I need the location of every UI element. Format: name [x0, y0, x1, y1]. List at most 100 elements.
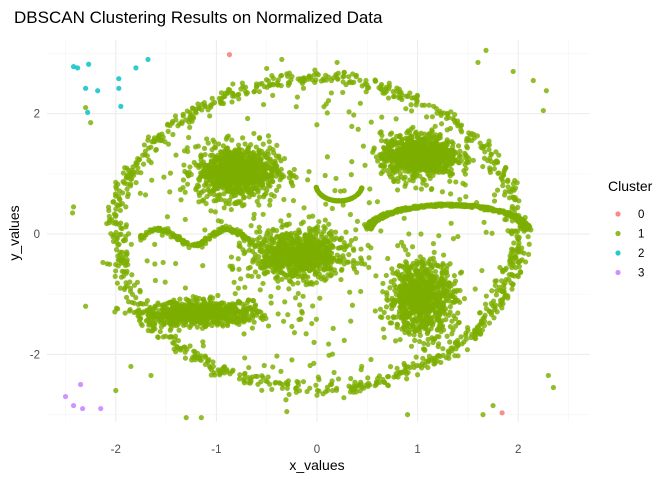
cluster-1-point [293, 389, 299, 395]
cluster-1-point [329, 387, 336, 394]
cluster-1-point [447, 324, 454, 330]
cluster-1-point [384, 138, 390, 144]
cluster-1-point [225, 86, 232, 93]
cluster-1-point [259, 387, 265, 393]
cluster-1-point [258, 241, 264, 248]
cluster-1-point [204, 316, 210, 322]
cluster-1-point [401, 305, 407, 311]
cluster-1-point [417, 338, 423, 345]
cluster-1-point [348, 238, 355, 244]
cluster-1-point [183, 322, 189, 328]
cluster-1-point [152, 303, 158, 309]
cluster-1-point [138, 321, 144, 327]
cluster-1-point [452, 340, 458, 346]
cluster-1-point [290, 251, 296, 257]
cluster-1-point [301, 251, 307, 257]
cluster-1-point [492, 282, 498, 289]
cluster-1-point [313, 241, 319, 247]
cluster-1-point [437, 353, 443, 359]
cluster-1-point [265, 183, 272, 189]
cluster-1-point [255, 189, 261, 195]
cluster-1-point [259, 373, 265, 379]
cluster-1-point [141, 142, 147, 148]
cluster-1-point [194, 324, 200, 330]
cluster-1-point [427, 294, 433, 301]
cluster-1-point [153, 146, 159, 153]
cluster-1-point [110, 199, 116, 205]
cluster-1-point [124, 257, 130, 263]
cluster-1-point [415, 299, 421, 305]
cluster-1-point [433, 132, 439, 138]
cluster-1-point [357, 77, 363, 83]
cluster-1-point [324, 244, 330, 250]
cluster-1-point [393, 291, 399, 297]
cluster-1-point [450, 144, 456, 150]
cluster-1-point [418, 186, 424, 192]
cluster-1-point [516, 263, 522, 270]
cluster-1-point [379, 86, 385, 92]
cluster-1-point [208, 208, 214, 214]
cluster-1-point [218, 196, 224, 203]
cluster-1-point [328, 250, 335, 256]
cluster-1-point [256, 258, 263, 264]
cluster-1-point [288, 180, 295, 186]
cluster-1-point [234, 179, 241, 186]
cluster-1-point [124, 251, 130, 257]
cluster-1-point [310, 226, 316, 233]
cluster-1-point [177, 311, 183, 317]
cluster-1-point [415, 316, 421, 322]
cluster-1-point [232, 301, 238, 307]
cluster-1-point [264, 84, 270, 90]
cluster-1-point [421, 284, 427, 290]
cluster-1-point [313, 77, 319, 83]
cluster-1-point [488, 151, 494, 157]
cluster-1-point [279, 385, 285, 391]
cluster-1-point [321, 77, 327, 83]
cluster-1-point [403, 286, 409, 292]
cluster-1-point [432, 285, 438, 291]
cluster-1-point [398, 140, 405, 146]
cluster-1-point [414, 135, 421, 141]
cluster-1-point [119, 225, 125, 232]
cluster-1-point [117, 252, 123, 258]
cluster-1-point [217, 174, 223, 181]
cluster-1-point [339, 244, 345, 250]
cluster-1-point [170, 131, 176, 138]
cluster-1-point [133, 179, 139, 186]
cluster-1-point [451, 273, 457, 279]
cluster-1-point [459, 341, 465, 347]
cluster-1-point [399, 96, 405, 103]
cluster-1-point [411, 170, 417, 177]
cluster-1-point [265, 323, 272, 329]
cluster-1-point [445, 312, 452, 318]
cluster-1-point [230, 81, 236, 87]
cluster-1-point [285, 378, 292, 384]
cluster-1-point [452, 278, 459, 284]
cluster-1-point [405, 251, 411, 258]
cluster-1-point [261, 173, 267, 179]
cluster-1-point [332, 229, 339, 235]
cluster-1-point [212, 209, 218, 215]
cluster-1-point [223, 200, 229, 207]
cluster-1-point [256, 194, 262, 200]
cluster-1-point [300, 219, 306, 225]
cluster-1-point [434, 110, 440, 116]
cluster-1-point [263, 258, 269, 264]
cluster-1-point [308, 243, 314, 250]
cluster-1-point [443, 115, 450, 122]
cluster-1-point [305, 261, 311, 267]
cluster-1-point [172, 313, 179, 319]
cluster-1-point [510, 282, 516, 288]
cluster-1-point [321, 258, 327, 265]
cluster-1-point [353, 389, 359, 395]
cluster-1-point [240, 156, 246, 162]
cluster-1-point [385, 314, 391, 321]
cluster-1-point [440, 346, 446, 352]
cluster-1-point [447, 304, 453, 310]
cluster-1-point [381, 309, 387, 316]
cluster-1-point [220, 315, 226, 321]
cluster-1-point [224, 369, 230, 375]
cluster-1-point [203, 322, 209, 329]
cluster-1-point [122, 284, 128, 291]
